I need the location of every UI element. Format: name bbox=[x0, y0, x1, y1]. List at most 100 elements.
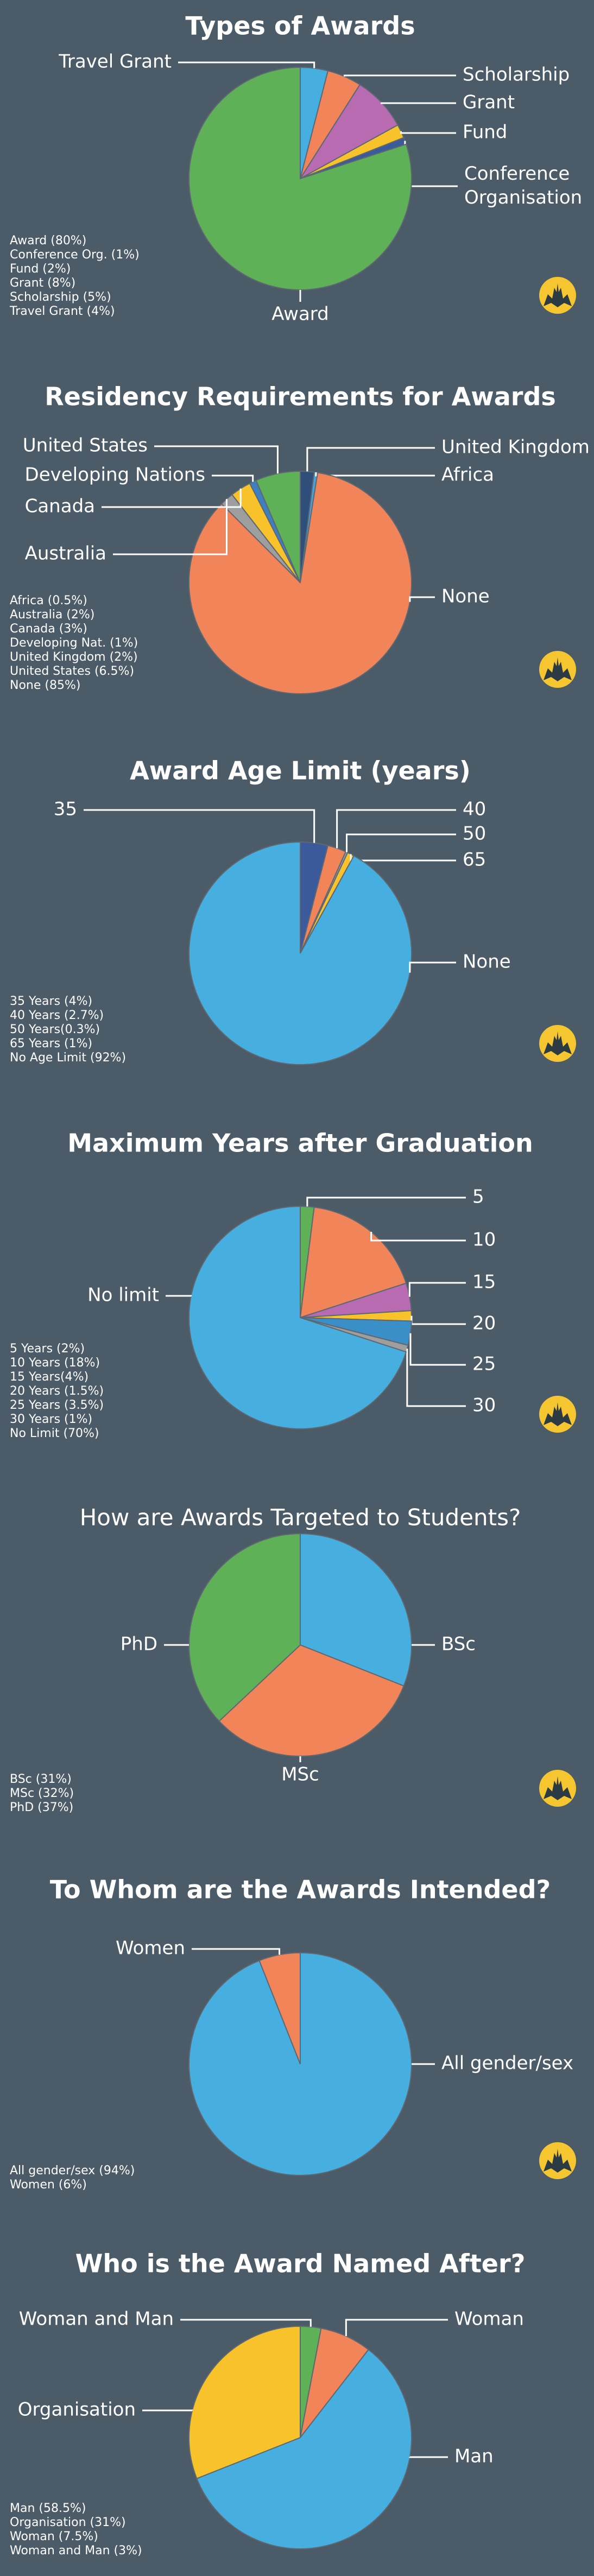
chart-title: Maximum Years after Graduation bbox=[67, 1129, 533, 1158]
leader-line bbox=[406, 1349, 466, 1407]
pie-chart: Types of Awards Travel Grant Scholarship Gr… bbox=[9, 11, 582, 325]
slice-label: PhD bbox=[121, 1634, 157, 1655]
leader-line bbox=[410, 1315, 466, 1325]
leader-line bbox=[180, 2319, 312, 2327]
legend-entry: 15 Years(4%) bbox=[10, 1370, 89, 1384]
chart-title: Types of Awards bbox=[185, 11, 415, 41]
legend-entry: MSc (32%) bbox=[10, 1787, 74, 1800]
leader-line bbox=[306, 447, 435, 472]
legend-entry: Woman (7.5%) bbox=[10, 2530, 98, 2543]
legend-entry: Conference Org. (1%) bbox=[10, 248, 140, 262]
legend-entry: Women (6%) bbox=[10, 2178, 87, 2192]
slice-label: 65 bbox=[463, 849, 486, 871]
legend-entry: 5 Years (2%) bbox=[10, 1342, 85, 1356]
leader-line bbox=[400, 131, 456, 134]
logo bbox=[539, 1770, 576, 1807]
pie-slice bbox=[300, 1533, 412, 1687]
leader-line bbox=[408, 1282, 466, 1297]
legend-entry: United Kingdom (2%) bbox=[10, 650, 138, 664]
legend-entry: Man (58.5%) bbox=[10, 2502, 86, 2515]
leader-line bbox=[350, 854, 456, 862]
leader-line bbox=[113, 499, 228, 555]
pie-slice bbox=[196, 2349, 412, 2549]
legend-entry: United States (6.5%) bbox=[10, 664, 134, 678]
legend-entry: All gender/sex (94%) bbox=[10, 2164, 135, 2178]
leader-line bbox=[336, 809, 456, 849]
slice-label: Woman bbox=[454, 2308, 524, 2330]
legend-entry: 50 Years(0.3%) bbox=[10, 1023, 100, 1036]
leader-line bbox=[306, 1197, 466, 1207]
logo bbox=[539, 651, 576, 688]
legend-entry: Fund (2%) bbox=[10, 262, 71, 276]
legend-entry: None (85%) bbox=[10, 679, 80, 692]
pie-slice bbox=[188, 2325, 301, 2479]
pie-slice bbox=[188, 1533, 301, 1722]
pie-slice bbox=[300, 2327, 370, 2438]
slice-label: Organisation bbox=[18, 2399, 136, 2421]
logo-shape bbox=[544, 657, 572, 681]
legend-entry: Travel Grant (4%) bbox=[9, 305, 115, 318]
slice-label: None bbox=[463, 951, 511, 973]
legend-entry: Woman and Man (3%) bbox=[10, 2544, 142, 2558]
chart-title: How are Awards Targeted to Students? bbox=[80, 1504, 521, 1531]
leader-line bbox=[343, 74, 456, 77]
slice-label: Women bbox=[116, 1938, 185, 1959]
slice-label: 35 bbox=[54, 799, 77, 820]
legend-entry: Grant (8%) bbox=[10, 276, 75, 290]
slice-label: Scholarship bbox=[463, 64, 570, 86]
pie-slice bbox=[218, 1644, 405, 1757]
slice-label: 5 bbox=[472, 1186, 484, 1208]
legend-entry: Award (80%) bbox=[10, 234, 86, 248]
leader-line bbox=[404, 141, 458, 187]
slice-label: 20 bbox=[472, 1313, 496, 1334]
legend-entry: Developing Nat. (1%) bbox=[10, 636, 138, 650]
logo bbox=[539, 2142, 576, 2179]
legend-entry: Australia (2%) bbox=[10, 608, 94, 622]
pie-chart: Maximum Years after Graduation 5 10 15 20 25 3… bbox=[10, 1129, 576, 1440]
leader-line bbox=[345, 2319, 448, 2337]
legend-entry: 65 Years (1%) bbox=[10, 1037, 92, 1050]
pie-slice bbox=[188, 66, 412, 290]
logo-shape bbox=[544, 283, 572, 307]
logo-shape bbox=[544, 1402, 572, 1426]
slice-label: 25 bbox=[472, 1353, 496, 1375]
chart-title: To Whom are the Awards Intended? bbox=[50, 1875, 551, 1904]
slice-label: United States bbox=[23, 435, 148, 457]
pie-chart: Who is the Award Named After? Woman and M… bbox=[10, 2249, 525, 2558]
slice-label: Conference Organisation bbox=[464, 163, 582, 208]
slice-label: BSc bbox=[441, 1634, 476, 1655]
legend-entry: 35 Years (4%) bbox=[10, 995, 92, 1008]
slice-label: 30 bbox=[472, 1395, 496, 1416]
chart-title: Award Age Limit (years) bbox=[130, 756, 471, 786]
legend-entry: 10 Years (18%) bbox=[10, 1356, 100, 1370]
legend-entry: Canada (3%) bbox=[10, 622, 87, 636]
leader-line bbox=[409, 1333, 466, 1366]
leader-line bbox=[178, 61, 315, 68]
legend-entry: No Limit (70%) bbox=[10, 1427, 99, 1440]
legend-entry: Africa (0.5%) bbox=[10, 594, 87, 607]
legend-entry: 20 Years (1.5%) bbox=[10, 1384, 104, 1398]
pie-chart: Residency Requirements for Awards United … bbox=[10, 382, 590, 694]
legend-entry: 40 Years (2.7%) bbox=[10, 1009, 104, 1022]
pie-slice bbox=[188, 1205, 407, 1429]
leader-line bbox=[315, 472, 435, 477]
leader-line bbox=[102, 488, 242, 508]
logo bbox=[539, 277, 576, 314]
legend-entry: 30 Years (1%) bbox=[10, 1413, 92, 1426]
slice-label: 15 bbox=[472, 1271, 496, 1293]
slice-label: All gender/sex bbox=[441, 2053, 573, 2074]
pie-slice bbox=[188, 841, 412, 1065]
slice-label: Grant bbox=[463, 92, 515, 113]
legend-entry: PhD (37%) bbox=[10, 1801, 73, 1814]
slice-label: Award bbox=[271, 303, 329, 325]
pie-chart: How are Awards Targeted to Students? BSc M… bbox=[10, 1504, 576, 1814]
legend-entry: No Age Limit (92%) bbox=[10, 1051, 126, 1065]
pie-chart: To Whom are the Awards Intended? All gend… bbox=[10, 1875, 576, 2192]
slice-label: Travel Grant bbox=[58, 51, 172, 73]
leader-line bbox=[346, 833, 456, 852]
slice-label: No limit bbox=[87, 1284, 159, 1306]
logo bbox=[539, 1025, 576, 1062]
logo-shape bbox=[544, 2149, 572, 2173]
